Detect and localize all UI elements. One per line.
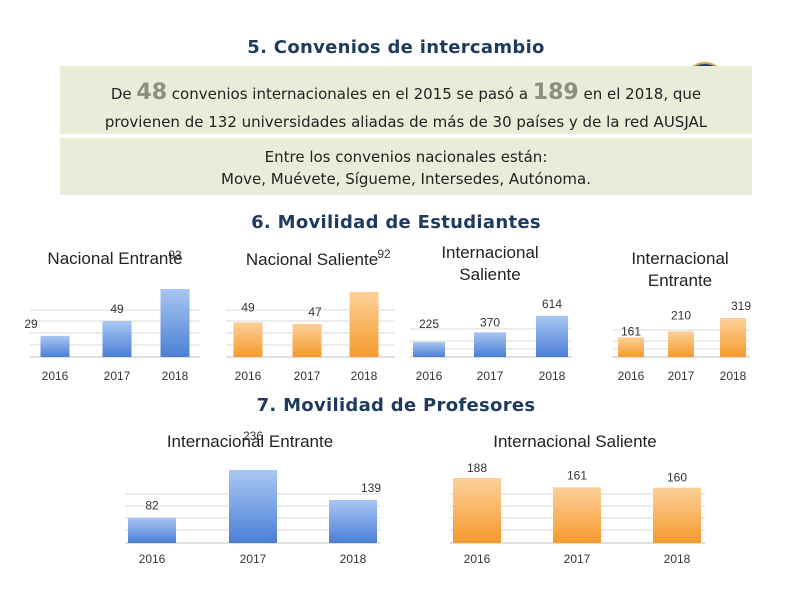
convenios-growth-text: De 48 convenios internacionales en el 20… [60,80,752,105]
tick-label: 2017 [668,369,695,383]
bar-chart-3: 161 2016 210 2017 319 2018 [612,299,751,383]
tick-label: 2018 [340,552,367,566]
nacionales-list: Move, Muévete, Sígueme, Intersedes, Autó… [221,170,591,188]
tick-label: 2017 [477,369,504,383]
tick-label: 2016 [139,552,166,566]
data-label: 161 [567,468,587,482]
convenios-summary-box: De 48 convenios internacionales en el 20… [60,66,752,134]
tick-label: 2018 [351,369,378,383]
text-fragment: De [110,85,137,103]
convenios-nacionales-box: Entre los convenios nacionales están: Mo… [60,138,752,195]
chart-title-internacional-entrante-est: Internacional Entrante [631,249,729,290]
bar-chart-0: 29 2016 49 2017 93 2018 [24,248,200,383]
bar-2016 [40,335,70,357]
tick-label: 2018 [539,369,566,383]
chart-title-internacional-entrante-prof: Internacional Entrante [166,432,334,451]
tick-label: 2016 [464,552,491,566]
tick-label: 2018 [664,552,691,566]
section-title-convenios: 5. Convenios de intercambio [247,37,545,58]
bar-2016 [128,517,176,543]
data-label: 47 [308,305,322,319]
bar-2018 [349,292,379,357]
text-fragment: en el 2018, que [578,85,702,103]
bar-2017 [102,321,132,357]
data-label: 92 [377,247,391,261]
bar-chart-5: 188 2016 161 2017 160 2018 [450,461,705,566]
tick-label: 2018 [162,369,189,383]
section-title-estudiantes: 6. Movilidad de Estudiantes [251,212,541,233]
bar-chart-1: 49 2016 47 2017 92 2018 [226,247,395,383]
bar-2017 [553,487,601,543]
bar-2017 [229,470,277,543]
bar-2018 [329,500,377,543]
data-label: 29 [24,317,38,331]
data-label: 82 [145,499,159,513]
bar-2017 [668,331,694,357]
bar-2018 [536,316,568,357]
bar-chart-2: 225 2016 370 2017 614 2018 [410,297,572,383]
bar-chart-4: 82 2016 236 2017 139 2018 [125,429,381,566]
nacionales-intro: Entre los convenios nacionales están: [264,148,548,166]
data-label: 160 [667,471,687,485]
data-label: 370 [480,315,500,329]
convenios-origin-text: provienen de 132 universidades aliadas d… [104,113,708,131]
bar-2018 [160,289,190,357]
tick-label: 2016 [618,369,645,383]
bar-2017 [292,323,322,357]
data-label: 210 [671,308,691,322]
bar-2016 [413,341,445,357]
data-label: 614 [542,297,562,311]
tick-label: 2016 [42,369,69,383]
data-label: 49 [110,302,124,316]
data-label: 93 [168,248,182,262]
chart-title-internacional-saliente-est: Internacional Saliente [441,243,539,284]
data-label: 236 [243,429,263,443]
bar-2016 [618,337,644,357]
bar-2016 [233,322,263,357]
chart-title-nacional-saliente: Nacional Saliente [245,250,379,269]
data-label: 319 [731,299,751,313]
tick-label: 2017 [104,369,131,383]
tick-label: 2017 [294,369,321,383]
bar-2018 [653,487,701,543]
chart-title-nacional-entrante: Nacional Entrante [47,249,183,268]
tick-label: 2017 [564,552,591,566]
tick-label: 2018 [720,369,747,383]
count-2018: 189 [532,80,579,105]
chart-title-internacional-saliente-prof: Internacional Saliente [493,432,657,451]
chart-layer: 2920164920179320184920164720179220182252… [24,247,751,566]
tick-label: 2016 [235,369,262,383]
text-fragment: convenios internacionales en el 2015 se … [167,85,533,103]
data-label: 188 [467,461,487,475]
section-title-profesores: 7. Movilidad de Profesores [256,395,536,416]
data-label: 49 [241,300,255,314]
tick-label: 2016 [416,369,443,383]
tick-label: 2017 [240,552,267,566]
data-label: 139 [361,481,381,495]
data-label: 161 [621,324,641,338]
count-2015: 48 [136,80,168,105]
bar-2018 [720,318,746,357]
data-label: 225 [419,317,439,331]
bar-2016 [453,478,501,543]
bar-2017 [474,332,506,357]
